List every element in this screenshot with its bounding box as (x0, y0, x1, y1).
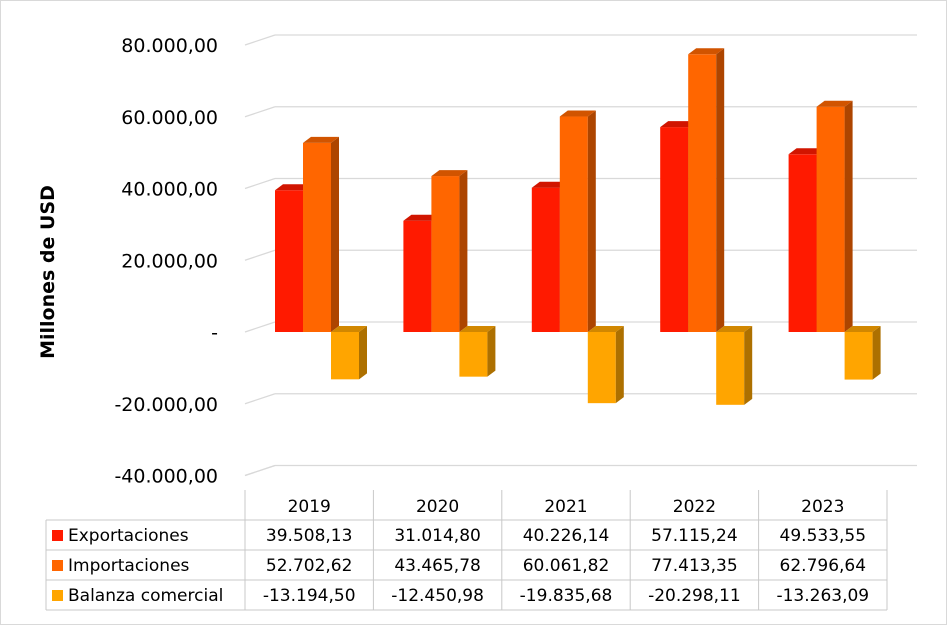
legend-swatch (52, 590, 63, 601)
gridline-depth (244, 321, 276, 333)
bar-front (303, 142, 331, 332)
y-tick-label: -20.000,00 (114, 394, 218, 416)
bar-front (275, 190, 303, 332)
legend-label: Exportaciones (68, 526, 189, 546)
y-tick-label: 40.000,00 (121, 179, 218, 201)
y-tick-label: 80.000,00 (121, 35, 218, 57)
bars (275, 48, 881, 405)
data-label: -20.298,11 (648, 586, 741, 606)
bar-top (531, 181, 568, 188)
bar-top (331, 326, 367, 332)
data-label: 52.702,62 (266, 556, 353, 576)
bar-front (431, 176, 460, 332)
floor-edge (244, 464, 276, 477)
data-label: 43.465,78 (394, 556, 481, 576)
data-label: 49.533,55 (780, 526, 867, 546)
bar-top (716, 326, 753, 332)
bar (459, 326, 496, 377)
bar (844, 326, 881, 380)
bar-front (660, 127, 689, 332)
y-axis-ticks: 80.000,00 60.000,00 40.000,00 20.000,00 - -20… (114, 35, 218, 488)
bar-side (487, 326, 496, 377)
gridline-depth (244, 393, 276, 405)
bar-side (872, 326, 881, 380)
legend-label: Balanza comercial (68, 586, 223, 606)
x-tick-label: 2022 (673, 497, 716, 517)
bar-front (587, 332, 616, 404)
bar-front (403, 220, 432, 332)
data-label: 77.413,35 (651, 556, 738, 576)
bar (688, 48, 725, 333)
bar-side (844, 100, 853, 332)
bar-side (587, 110, 596, 332)
bar-front (559, 116, 588, 332)
bar-top (688, 48, 725, 55)
bar-front (716, 332, 745, 405)
bar-top (788, 148, 825, 155)
x-tick-label: 2023 (801, 497, 844, 517)
data-label: -12.450,98 (391, 586, 484, 606)
bar (587, 326, 624, 404)
bar (816, 100, 853, 332)
x-tick-label: 2019 (288, 497, 331, 517)
legend-swatch (52, 530, 63, 541)
bar-top (431, 170, 468, 177)
bar-top (275, 184, 311, 191)
bar-side (359, 326, 367, 380)
bar-front (531, 187, 560, 332)
bar-top (403, 214, 440, 221)
data-label: 60.061,82 (523, 556, 610, 576)
data-label: -19.835,68 (520, 586, 613, 606)
bar-front (331, 332, 359, 380)
bar-top (559, 110, 596, 117)
x-tick-label: 2021 (544, 497, 587, 517)
legend-swatch (52, 560, 63, 571)
gridline-depth (244, 249, 276, 261)
bar-top (303, 136, 339, 143)
data-table: 2019 2020 2021 2022 2023 Exportaciones 39.508,… (45, 490, 888, 611)
bar-side (716, 48, 725, 333)
bar-side (331, 136, 339, 332)
gridline-depth (244, 177, 276, 190)
y-tick-label: - (211, 322, 218, 344)
y-tick-label: 60.000,00 (121, 107, 218, 129)
bar-front (788, 154, 817, 332)
legend-label: Importaciones (68, 556, 190, 576)
bar-front (816, 106, 845, 332)
bar (716, 326, 753, 405)
bar-top (587, 326, 624, 332)
bar (303, 136, 339, 332)
bar-side (744, 326, 753, 405)
data-label: 40.226,14 (523, 526, 610, 546)
y-tick-label: 20.000,00 (121, 250, 218, 272)
x-tick-label: 2020 (416, 497, 459, 517)
bar-front (459, 332, 488, 377)
data-label: 62.796,64 (780, 556, 867, 576)
bar-front (844, 332, 873, 380)
bar-front (688, 54, 717, 333)
bar-top (844, 326, 881, 332)
gridline-depth (244, 34, 276, 46)
bar-top (660, 121, 697, 128)
gridline-depth (244, 106, 276, 118)
bar (559, 110, 596, 332)
bar (431, 170, 468, 332)
bar-side (615, 326, 624, 404)
data-label: -13.194,50 (263, 586, 356, 606)
data-label: 31.014,80 (394, 526, 481, 546)
data-label: 39.508,13 (266, 526, 353, 546)
bar-top (459, 326, 496, 332)
bar-side (459, 170, 468, 332)
y-axis-label: Millones de USD (37, 185, 59, 359)
data-label: -13.263,09 (776, 586, 869, 606)
data-label: 57.115,24 (651, 526, 738, 546)
bar-top (816, 100, 853, 107)
bar (331, 326, 367, 380)
y-tick-label: -40.000,00 (114, 466, 218, 488)
